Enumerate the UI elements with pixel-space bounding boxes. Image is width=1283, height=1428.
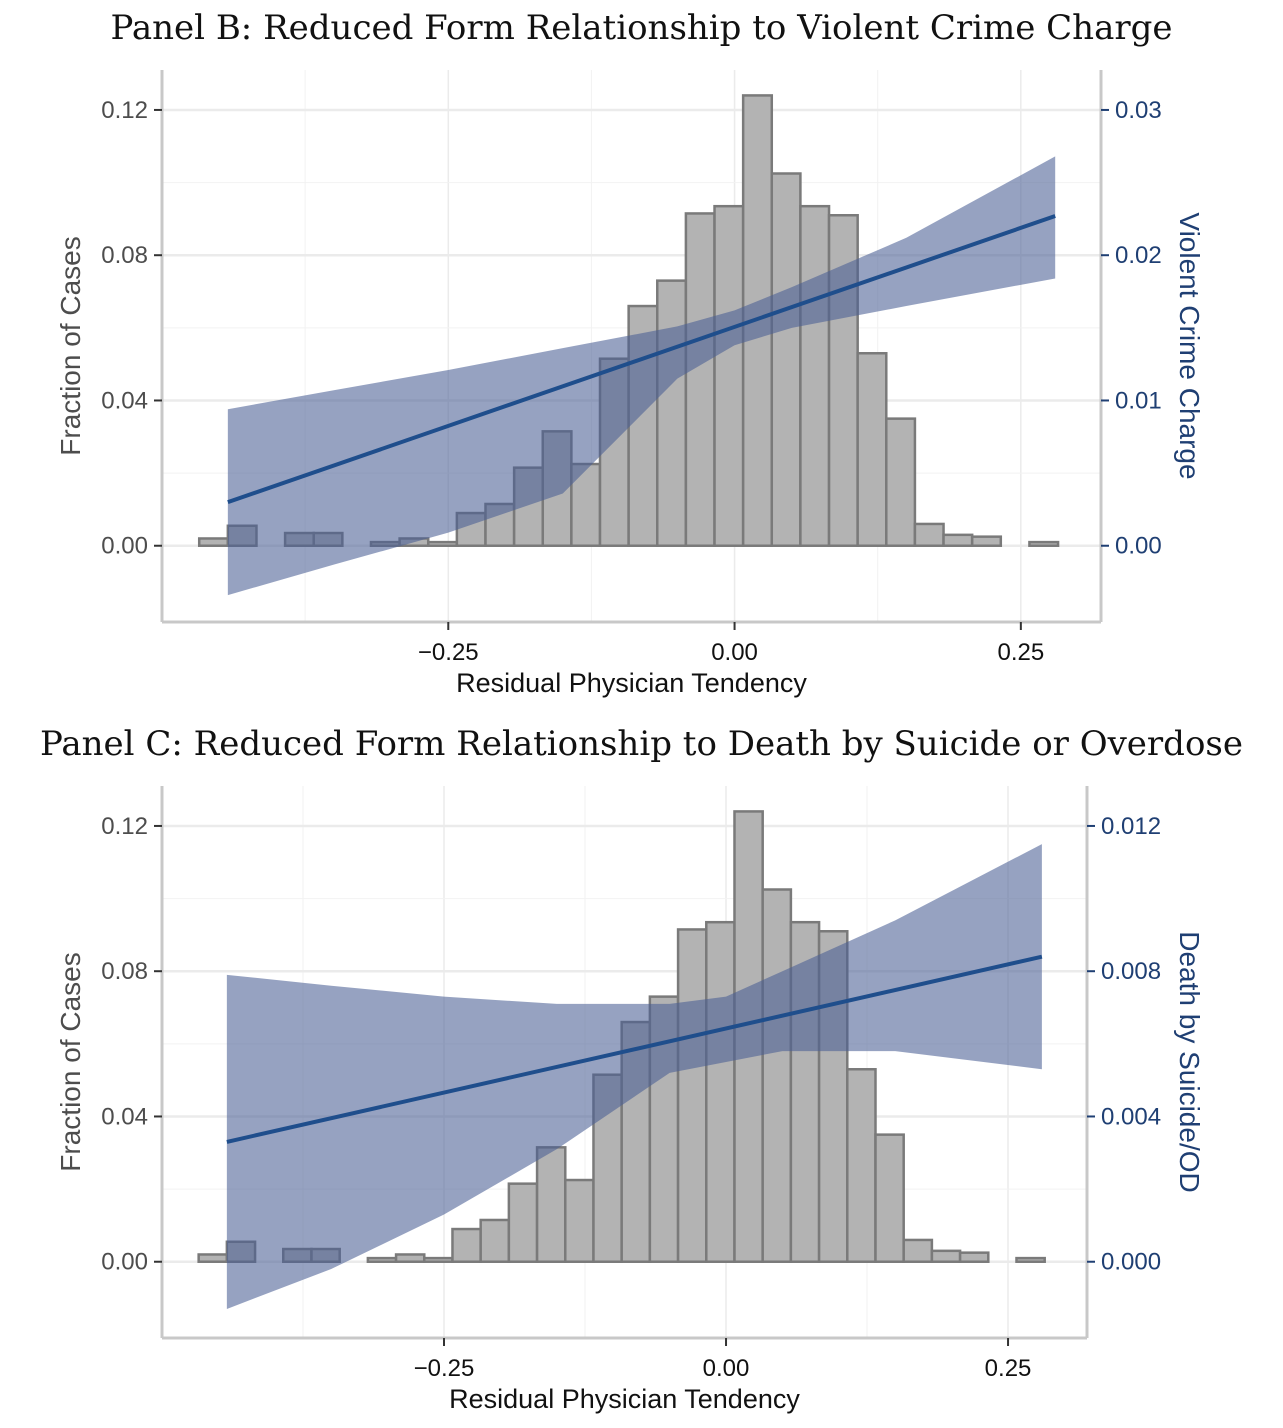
histogram-bar xyxy=(676,928,708,1263)
confidence-band xyxy=(226,844,1042,1309)
histogram-bar xyxy=(770,172,802,547)
x-tick-label: 0.25 xyxy=(985,1355,1032,1382)
y-tick-label: 0.08 xyxy=(101,958,148,985)
y2-axis-label: Death by Suicide/OD xyxy=(1174,931,1205,1192)
chart-title: Panel B: Reduced Form Relationship to Vi… xyxy=(110,8,1173,48)
chart-panel-c: Panel C: Reduced Form Relationship to De… xyxy=(0,716,1283,1428)
histogram-bar xyxy=(713,204,745,547)
histogram-bar xyxy=(507,1182,539,1263)
y-tick-label: 0.08 xyxy=(101,242,148,269)
x-tick-label: 0.00 xyxy=(711,639,758,666)
histogram-bar xyxy=(451,1227,482,1263)
histogram-bar xyxy=(1015,1256,1046,1263)
histogram-bar xyxy=(846,1068,877,1263)
x-tick-label: −0.25 xyxy=(414,1355,475,1382)
histogram-bar xyxy=(930,1249,962,1263)
histogram-bar xyxy=(799,204,831,547)
histogram-bar xyxy=(535,1146,567,1263)
histogram-bar xyxy=(197,537,230,547)
histogram-bar xyxy=(885,417,917,547)
y2-tick-label: 0.012 xyxy=(1101,813,1161,840)
histogram-bar xyxy=(394,1253,426,1263)
x-axis-label: Residual Physician Tendency xyxy=(449,1384,800,1414)
y2-tick-label: 0.01 xyxy=(1115,387,1162,414)
confidence-band xyxy=(227,156,1056,596)
x-tick-label: 0.00 xyxy=(703,1355,750,1382)
chart-panel-b: Panel B: Reduced Form Relationship to Vi… xyxy=(0,0,1283,710)
histogram-bar xyxy=(970,535,1003,547)
histogram-bar xyxy=(684,212,716,547)
y-tick-label: 0.00 xyxy=(101,533,148,560)
fit-line xyxy=(227,214,1056,505)
histogram-bar xyxy=(958,1251,990,1263)
y2-tick-label: 0.03 xyxy=(1115,97,1162,124)
histogram-bar xyxy=(902,1238,934,1263)
histogram-bar xyxy=(656,279,688,547)
x-axis-label: Residual Physician Tendency xyxy=(456,668,807,698)
histogram-bar xyxy=(564,1178,595,1263)
y2-tick-label: 0.008 xyxy=(1101,958,1161,985)
fit-line xyxy=(226,954,1043,1144)
y2-tick-label: 0.004 xyxy=(1101,1103,1161,1130)
histogram-bar xyxy=(761,888,793,1263)
chart-c-svg: 0.00 0.04 0.08 0.12 0.000 0.004 0.008 0.012 −0.2… xyxy=(55,786,1205,1414)
y-tick-label: 0.12 xyxy=(101,97,148,124)
histogram-bar xyxy=(856,352,888,547)
y-axis-label: Fraction of Cases xyxy=(55,952,86,1171)
y-tick-label: 0.00 xyxy=(101,1249,148,1276)
histogram-bar xyxy=(1028,540,1060,547)
histogram-bar xyxy=(874,1133,905,1263)
histogram-bar xyxy=(705,920,736,1263)
chart-title: Panel C: Reduced Form Relationship to De… xyxy=(40,724,1243,764)
histogram-bar xyxy=(366,1256,398,1263)
y-tick-label: 0.04 xyxy=(101,1103,148,1130)
y-tick-label: 0.12 xyxy=(101,813,148,840)
y2-axis-label: Violent Crime Charge xyxy=(1174,212,1205,479)
histogram-bar xyxy=(197,1253,229,1263)
y2-tick-label: 0.000 xyxy=(1101,1249,1161,1276)
histogram-bar xyxy=(423,1256,454,1263)
histogram-bar xyxy=(479,1218,511,1263)
y-axis-label: Fraction of Cases xyxy=(55,236,86,455)
y2-tick-label: 0.02 xyxy=(1115,242,1162,269)
x-tick-label: 0.25 xyxy=(997,639,1044,666)
histogram-bar xyxy=(913,522,945,547)
histogram-bar xyxy=(426,540,459,547)
chart-b-svg: 0.00 0.04 0.08 0.12 0.00 0.01 0.02 0.03 −0.25 0.0… xyxy=(55,70,1205,698)
histogram-bar xyxy=(942,533,974,547)
y-tick-label: 0.04 xyxy=(101,387,148,414)
x-tick-label: −0.25 xyxy=(418,639,479,666)
y2-tick-label: 0.00 xyxy=(1115,533,1162,560)
